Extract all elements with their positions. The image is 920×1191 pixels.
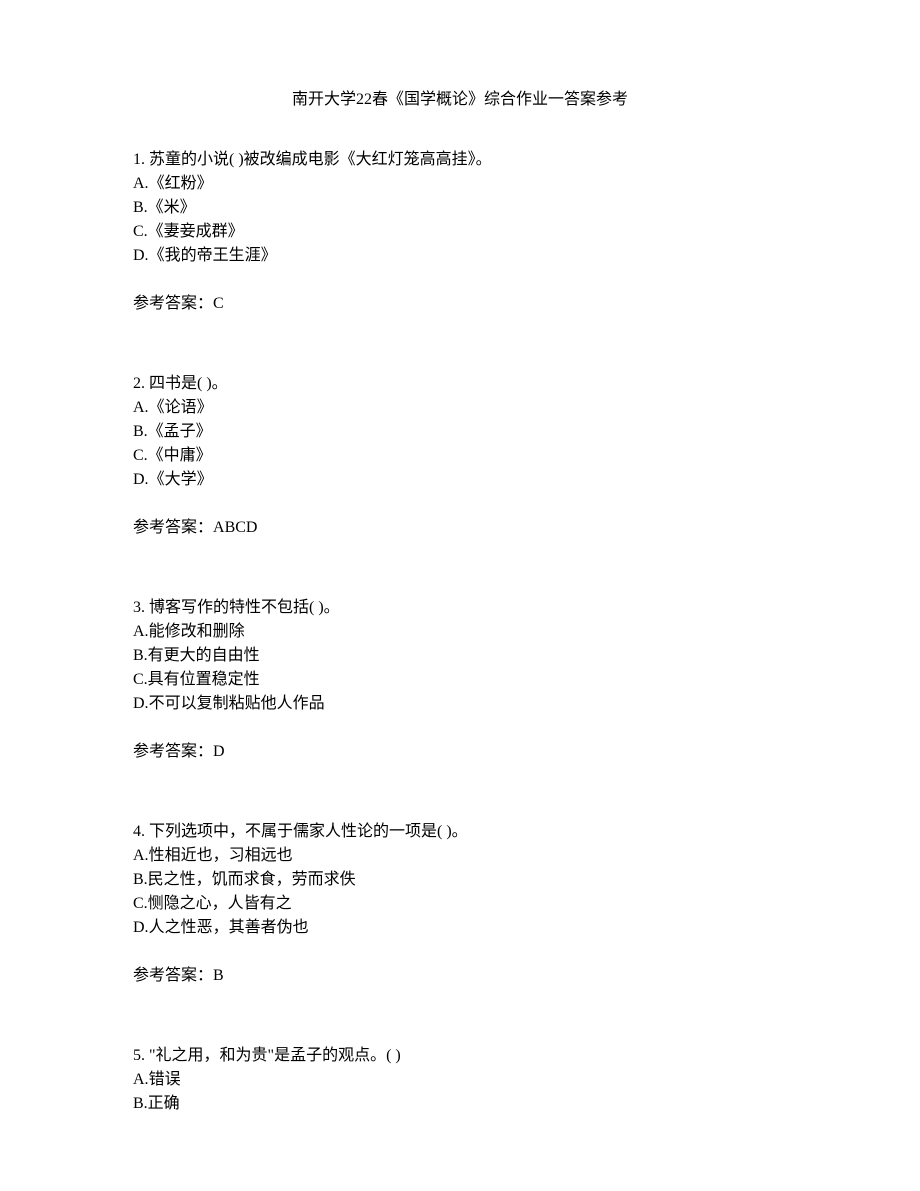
option-line: D.人之性恶，其善者伪也 bbox=[133, 916, 787, 940]
question-text: 5. "礼之用，和为贵"是孟子的观点。( ) bbox=[133, 1044, 787, 1068]
question-text: 1. 苏童的小说( )被改编成电影《大红灯笼高高挂》。 bbox=[133, 148, 787, 172]
option-label: B. bbox=[133, 647, 148, 664]
option-text: 不可以复制粘贴他人作品 bbox=[149, 695, 325, 712]
option-label: D. bbox=[133, 247, 149, 264]
option-text: 能修改和删除 bbox=[149, 623, 245, 640]
option-line: D.《我的帝王生涯》 bbox=[133, 244, 787, 268]
option-text: 正确 bbox=[148, 1095, 180, 1112]
option-label: A. bbox=[133, 175, 149, 192]
option-text: 《妻妾成群》 bbox=[148, 223, 244, 240]
option-line: A.能修改和删除 bbox=[133, 620, 787, 644]
question-block: 3. 博客写作的特性不包括( )。 A.能修改和删除 B.有更大的自由性 C.具… bbox=[133, 596, 787, 764]
question-block: 2. 四书是( )。 A.《论语》 B.《孟子》 C.《中庸》 D.《大学》 参… bbox=[133, 372, 787, 540]
answer-line: 参考答案：C bbox=[133, 292, 787, 316]
option-text: 《中庸》 bbox=[148, 447, 212, 464]
option-line: C.《中庸》 bbox=[133, 444, 787, 468]
option-label: C. bbox=[133, 223, 148, 240]
option-line: B.《米》 bbox=[133, 196, 787, 220]
option-line: D.不可以复制粘贴他人作品 bbox=[133, 692, 787, 716]
option-label: B. bbox=[133, 871, 148, 888]
option-text: 《我的帝王生涯》 bbox=[149, 247, 277, 264]
option-line: A.《红粉》 bbox=[133, 172, 787, 196]
answer-line: 参考答案：D bbox=[133, 740, 787, 764]
answer-value: D bbox=[213, 743, 225, 760]
question-body: 博客写作的特性不包括( )。 bbox=[149, 599, 340, 616]
option-text: 有更大的自由性 bbox=[148, 647, 260, 664]
question-body: 四书是( )。 bbox=[149, 375, 228, 392]
option-line: A.《论语》 bbox=[133, 396, 787, 420]
option-text: 具有位置稳定性 bbox=[148, 671, 260, 688]
option-label: D. bbox=[133, 695, 149, 712]
option-text: 《米》 bbox=[148, 199, 196, 216]
option-label: C. bbox=[133, 895, 148, 912]
option-label: A. bbox=[133, 399, 149, 416]
option-label: A. bbox=[133, 623, 149, 640]
option-text: 错误 bbox=[149, 1071, 181, 1088]
option-label: C. bbox=[133, 671, 148, 688]
question-body: 下列选项中，不属于儒家人性论的一项是( )。 bbox=[149, 823, 468, 840]
question-body: "礼之用，和为贵"是孟子的观点。( ) bbox=[149, 1047, 401, 1064]
option-text: 《红粉》 bbox=[149, 175, 213, 192]
option-label: B. bbox=[133, 199, 148, 216]
option-text: 性相近也，习相远也 bbox=[149, 847, 293, 864]
question-block: 5. "礼之用，和为贵"是孟子的观点。( ) A.错误 B.正确 bbox=[133, 1044, 787, 1116]
answer-label: 参考答案： bbox=[133, 967, 213, 984]
option-text: 《论语》 bbox=[149, 399, 213, 416]
answer-value: C bbox=[213, 295, 224, 312]
question-text: 2. 四书是( )。 bbox=[133, 372, 787, 396]
answer-line: 参考答案：ABCD bbox=[133, 516, 787, 540]
option-line: B.正确 bbox=[133, 1092, 787, 1116]
option-label: A. bbox=[133, 847, 149, 864]
question-number: 5. bbox=[133, 1047, 145, 1064]
option-label: B. bbox=[133, 423, 148, 440]
question-number: 2. bbox=[133, 375, 145, 392]
option-label: D. bbox=[133, 919, 149, 936]
option-line: C.《妻妾成群》 bbox=[133, 220, 787, 244]
answer-line: 参考答案：B bbox=[133, 964, 787, 988]
option-text: 《大学》 bbox=[149, 471, 213, 488]
option-label: B. bbox=[133, 1095, 148, 1112]
option-label: A. bbox=[133, 1071, 149, 1088]
question-body: 苏童的小说( )被改编成电影《大红灯笼高高挂》。 bbox=[149, 151, 492, 168]
question-number: 1. bbox=[133, 151, 145, 168]
question-number: 3. bbox=[133, 599, 145, 616]
question-number: 4. bbox=[133, 823, 145, 840]
question-block: 4. 下列选项中，不属于儒家人性论的一项是( )。 A.性相近也，习相远也 B.… bbox=[133, 820, 787, 988]
option-text: 《孟子》 bbox=[148, 423, 212, 440]
question-block: 1. 苏童的小说( )被改编成电影《大红灯笼高高挂》。 A.《红粉》 B.《米》… bbox=[133, 148, 787, 316]
question-text: 4. 下列选项中，不属于儒家人性论的一项是( )。 bbox=[133, 820, 787, 844]
option-line: A.错误 bbox=[133, 1068, 787, 1092]
option-line: B.《孟子》 bbox=[133, 420, 787, 444]
option-label: D. bbox=[133, 471, 149, 488]
document-title: 南开大学22春《国学概论》综合作业一答案参考 bbox=[133, 88, 787, 112]
option-line: B.有更大的自由性 bbox=[133, 644, 787, 668]
answer-label: 参考答案： bbox=[133, 743, 213, 760]
option-text: 人之性恶，其善者伪也 bbox=[149, 919, 309, 936]
question-text: 3. 博客写作的特性不包括( )。 bbox=[133, 596, 787, 620]
option-line: C.具有位置稳定性 bbox=[133, 668, 787, 692]
option-text: 恻隐之心，人皆有之 bbox=[148, 895, 292, 912]
answer-label: 参考答案： bbox=[133, 519, 213, 536]
option-line: B.民之性，饥而求食，劳而求佚 bbox=[133, 868, 787, 892]
answer-label: 参考答案： bbox=[133, 295, 213, 312]
answer-value: ABCD bbox=[213, 519, 257, 536]
option-line: A.性相近也，习相远也 bbox=[133, 844, 787, 868]
option-text: 民之性，饥而求食，劳而求佚 bbox=[148, 871, 356, 888]
option-label: C. bbox=[133, 447, 148, 464]
option-line: D.《大学》 bbox=[133, 468, 787, 492]
option-line: C.恻隐之心，人皆有之 bbox=[133, 892, 787, 916]
answer-value: B bbox=[213, 967, 224, 984]
